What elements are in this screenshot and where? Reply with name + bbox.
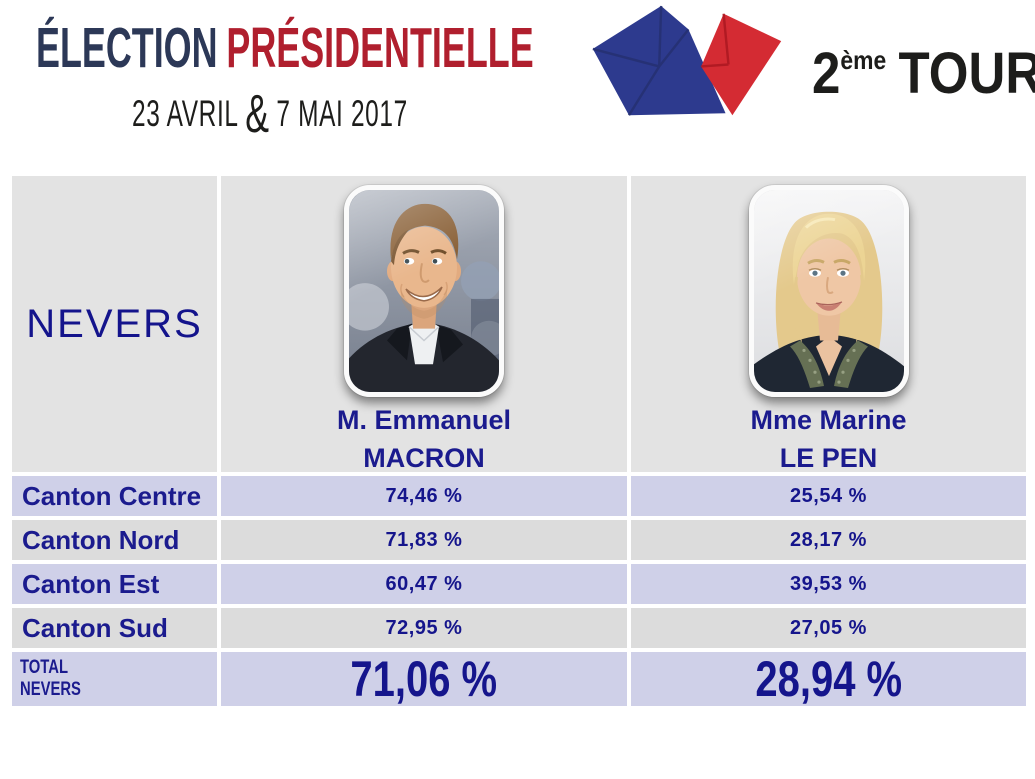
macron-portrait-icon xyxy=(349,190,499,392)
total-row-label: TOTAL NEVERS xyxy=(12,652,217,706)
region-name: NEVERS xyxy=(26,301,203,346)
photo-marine-le-pen xyxy=(748,185,909,397)
page-title: ÉLECTION PRÉSIDENTIELLE xyxy=(36,20,534,77)
canton-centre-lepen-value: 25,54 % xyxy=(631,476,1026,516)
title-presidentielle: PRÉSIDENTIELLE xyxy=(226,16,534,80)
round-ordinal-suffix: ème xyxy=(840,45,887,75)
row-label-canton-nord: Canton Nord xyxy=(12,520,217,560)
canton-sud-macron-value: 72,95 % xyxy=(221,608,627,648)
election-dates: 23 AVRIL & 7 MAI 2017 xyxy=(132,83,438,145)
ballot-envelopes-icon xyxy=(592,5,782,116)
canton-est-lepen-value: 39,53 % xyxy=(631,564,1026,604)
canton-centre-macron-value: 74,46 % xyxy=(221,476,627,516)
round-number: 2 xyxy=(812,41,841,106)
candidate-name-lepen: LE PEN xyxy=(779,443,878,473)
round-label: 2ème TOUR xyxy=(812,40,1035,107)
candidate-header-macron: M. Emmanuel MACRON xyxy=(221,176,627,472)
canton-nord-macron-value: 71,83 % xyxy=(221,520,627,560)
lepen-portrait-icon xyxy=(753,190,904,392)
title-election: ÉLECTION xyxy=(36,16,218,80)
total-macron-value: 71,06 % xyxy=(221,651,627,707)
results-table: NEVERS xyxy=(12,176,1026,707)
candidate-header-lepen: Mme Marine LE PEN xyxy=(631,176,1026,472)
date-second-round: 7 MAI 2017 xyxy=(276,93,408,134)
header-title-block: ÉLECTION PRÉSIDENTIELLE 23 AVRIL & 7 MAI … xyxy=(36,20,596,145)
canton-sud-lepen-value: 27,05 % xyxy=(631,608,1026,648)
candidate-name-macron: MACRON xyxy=(363,443,485,473)
photo-emmanuel-macron xyxy=(344,185,504,397)
canton-est-macron-value: 60,47 % xyxy=(221,564,627,604)
candidate-title-macron: M. Emmanuel xyxy=(336,405,512,435)
canton-nord-lepen-value: 28,17 % xyxy=(631,520,1026,560)
region-header-cell: NEVERS xyxy=(12,176,217,472)
total-lepen-text: 28,94 % xyxy=(755,651,902,707)
total-macron-text: 71,06 % xyxy=(350,651,498,707)
round-word: TOUR xyxy=(898,41,1035,106)
date-ampersand: & xyxy=(245,84,269,144)
row-label-canton-sud: Canton Sud xyxy=(12,608,217,648)
total-label-line2: NEVERS xyxy=(20,679,81,700)
row-label-canton-est: Canton Est xyxy=(12,564,217,604)
date-first-round: 23 AVRIL xyxy=(132,93,238,134)
row-label-canton-centre: Canton Centre xyxy=(12,476,217,516)
candidate-title-lepen: Mme Marine xyxy=(750,405,907,435)
total-label-line1: TOTAL xyxy=(20,657,69,679)
total-lepen-value: 28,94 % xyxy=(631,651,1026,707)
